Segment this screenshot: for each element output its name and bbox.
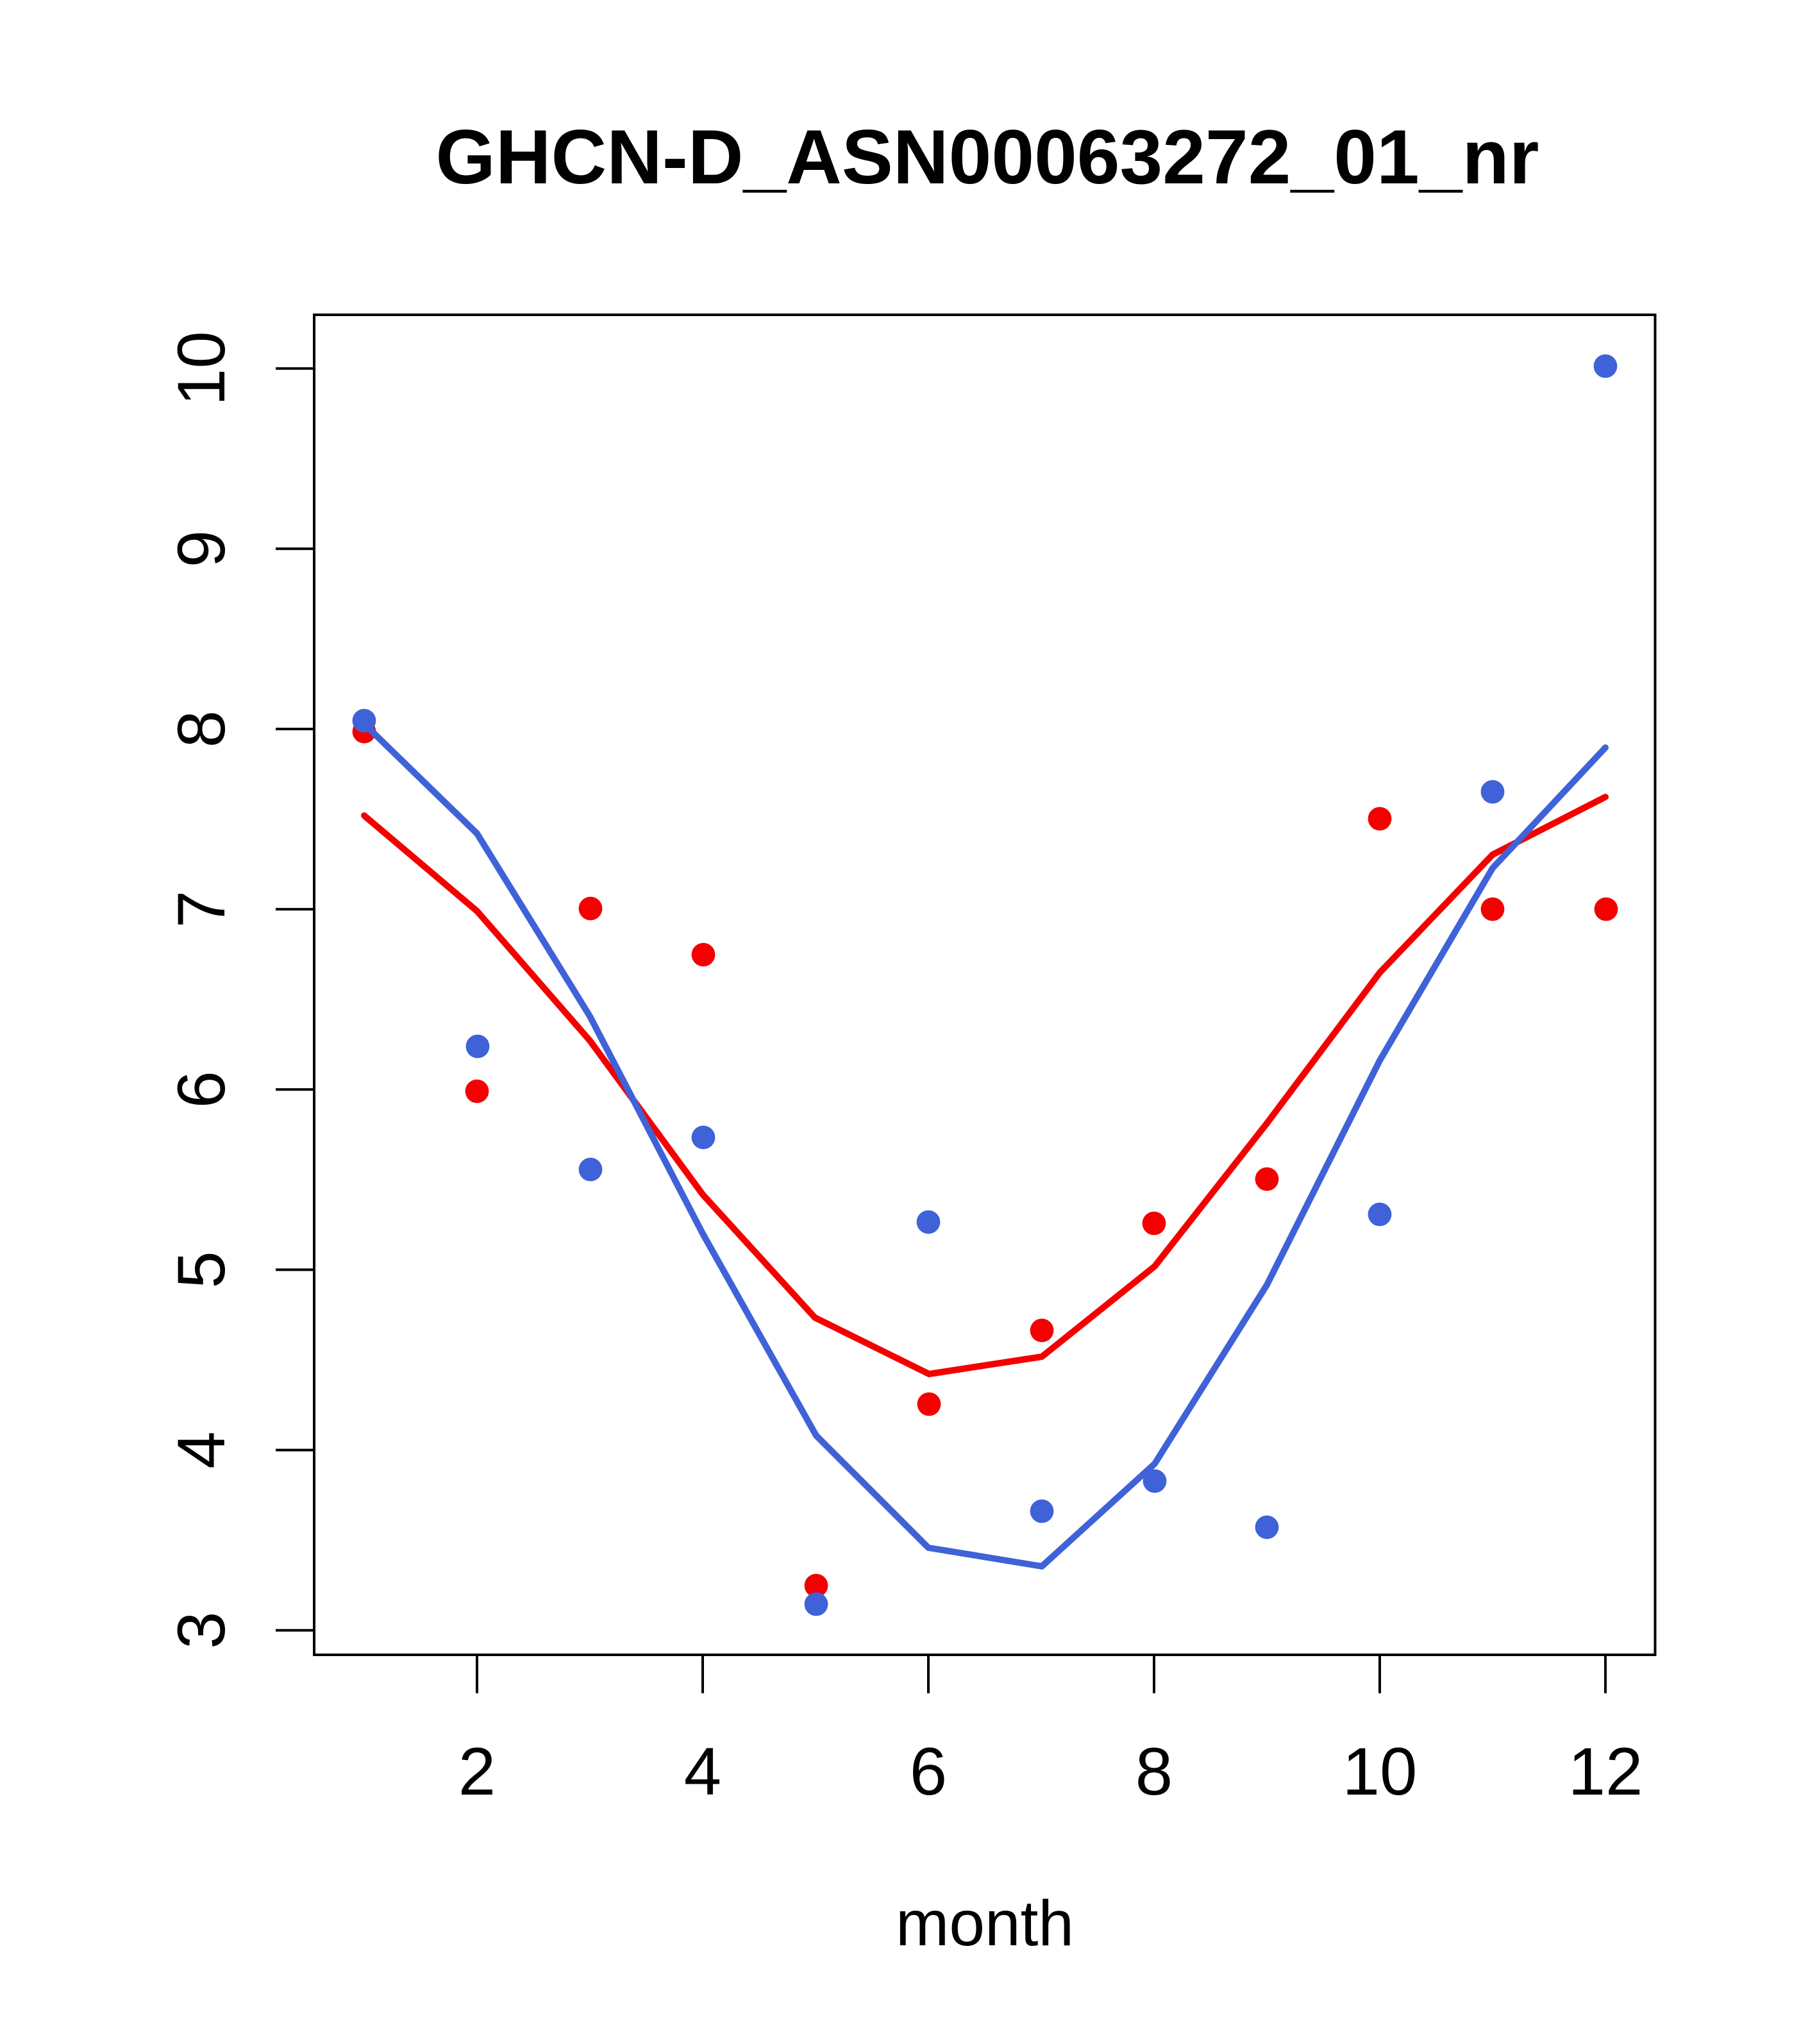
svg-text:3: 3 xyxy=(164,1611,239,1648)
svg-text:5: 5 xyxy=(164,1251,239,1288)
svg-text:10: 10 xyxy=(1343,1734,1418,1809)
svg-text:8: 8 xyxy=(164,710,239,748)
svg-text:6: 6 xyxy=(910,1734,947,1809)
svg-text:8: 8 xyxy=(1135,1734,1173,1809)
svg-text:12: 12 xyxy=(1568,1734,1643,1809)
svg-text:6: 6 xyxy=(164,1071,239,1108)
svg-text:month: month xyxy=(896,1888,1074,1959)
svg-text:2: 2 xyxy=(458,1734,496,1809)
svg-text:10: 10 xyxy=(164,331,239,406)
svg-text:GHCN-D_ASN00063272_01_nr: GHCN-D_ASN00063272_01_nr xyxy=(436,114,1539,200)
svg-text:9: 9 xyxy=(164,530,239,567)
svg-text:4: 4 xyxy=(164,1431,239,1468)
svg-text:4: 4 xyxy=(684,1734,721,1809)
svg-text:7: 7 xyxy=(164,891,239,928)
